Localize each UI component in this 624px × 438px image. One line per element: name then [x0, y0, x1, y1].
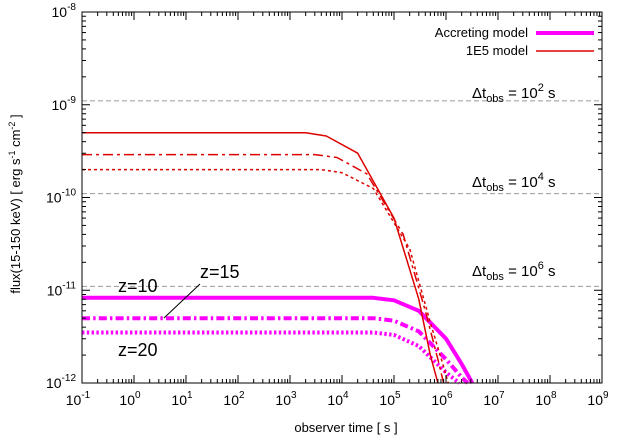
- threshold-label-1e4-base: Δt: [472, 174, 487, 191]
- series-accreting-z10: [82, 295, 475, 384]
- x-tick-base: 10: [431, 392, 447, 408]
- y-label-middle: cm: [8, 130, 23, 151]
- threshold-label-1e2-base: Δt: [472, 85, 487, 102]
- x-tick-base: 10: [535, 392, 551, 408]
- series-accreting-z20: [82, 330, 461, 385]
- y-axis-label: flux(15-150 keV) [ erg s-1 cm-2 ]: [7, 114, 23, 293]
- threshold-label-1e6-unit: s: [544, 263, 556, 280]
- y-label-sup2: -2: [7, 122, 17, 130]
- x-tick-exp: 4: [343, 390, 349, 401]
- threshold-label-1e4-sub: obs: [486, 182, 504, 194]
- x-tick-label: 103: [275, 390, 297, 408]
- annotation-z10: z=10: [118, 276, 158, 296]
- redshift-annotations: z=10 z=15 z=20: [118, 262, 240, 360]
- x-tick-exp: 9: [603, 390, 609, 401]
- x-tick-base: 10: [483, 392, 499, 408]
- y-tick-exp: -8: [67, 2, 76, 13]
- tick-labels: 10-1 100 101 102 103 104 105 106 107 108 10910-121…: [46, 2, 609, 408]
- y-tick-base: 10: [46, 190, 62, 206]
- threshold-label-1e2-eq: = 10: [504, 85, 538, 102]
- y-tick-exp: -12: [62, 373, 77, 384]
- x-tick-base: 10: [379, 392, 395, 408]
- threshold-label-1e6-eq: = 10: [504, 263, 538, 280]
- threshold-labels: Δtobs = 102 s Δtobs = 104 s Δtobs = 106 …: [472, 82, 556, 283]
- threshold-label-1e6-sub: obs: [486, 271, 504, 283]
- x-tick-base: 10: [587, 392, 603, 408]
- threshold-label-1e4-eq: = 10: [504, 174, 538, 191]
- series-1e5-z20: [82, 168, 449, 384]
- y-tick-base: 10: [47, 282, 63, 298]
- x-tick-base: 10: [171, 392, 187, 408]
- x-tick-label: 101: [171, 390, 193, 408]
- threshold-label-1e6: Δtobs = 106 s: [472, 260, 556, 283]
- y-tick-label: 10-8: [52, 2, 77, 20]
- threshold-label-1e2-sub: obs: [486, 93, 504, 105]
- x-tick-exp: 5: [395, 390, 401, 401]
- series-accreting-z15: [82, 316, 469, 385]
- x-tick-exp: 6: [447, 390, 453, 401]
- x-tick-base: 10: [119, 392, 135, 408]
- threshold-label-1e4-unit: s: [544, 174, 556, 191]
- threshold-label-1e4: Δtobs = 104 s: [472, 171, 556, 194]
- x-tick-label: 108: [535, 390, 557, 408]
- x-tick-exp: -1: [81, 390, 90, 401]
- x-tick-label: 106: [431, 390, 453, 408]
- x-tick-label: 10-1: [66, 390, 91, 408]
- y-tick-base: 10: [46, 375, 62, 391]
- y-tick-label: 10-11: [47, 280, 77, 298]
- threshold-lines: [82, 100, 602, 287]
- legend-label-accreting: Accreting model: [435, 25, 528, 40]
- x-tick-label: 100: [119, 390, 141, 408]
- y-label-prefix: flux(15-150 keV) [ erg s: [8, 158, 23, 294]
- x-tick-label: 109: [587, 390, 609, 408]
- y-tick-exp: -11: [62, 280, 76, 291]
- x-tick-exp: 1: [187, 390, 193, 401]
- plot-frame: [81, 11, 603, 384]
- y-label-sup1: -1: [7, 151, 17, 159]
- threshold-label-1e4-exp: 4: [538, 171, 544, 183]
- threshold-label-1e2-unit: s: [544, 85, 556, 102]
- legend: Accreting model 1E5 model: [435, 25, 594, 58]
- x-tick-base: 10: [223, 392, 239, 408]
- annotation-z15: z=15: [200, 262, 240, 282]
- y-label-suffix: ]: [8, 114, 23, 121]
- threshold-label-1e2-exp: 2: [538, 82, 544, 94]
- threshold-label-1e6-exp: 6: [538, 260, 544, 272]
- x-tick-exp: 7: [499, 390, 505, 401]
- x-tick-label: 102: [223, 390, 245, 408]
- x-tick-exp: 0: [135, 390, 141, 401]
- x-tick-base: 10: [66, 392, 82, 408]
- threshold-label-1e2: Δtobs = 102 s: [472, 82, 556, 105]
- y-tick-label: 10-12: [46, 373, 76, 391]
- series-1e5-z10: [82, 131, 439, 384]
- x-tick-label: 105: [379, 390, 401, 408]
- y-tick-exp: -10: [62, 188, 77, 199]
- annotation-z15-pointer: [163, 283, 201, 319]
- plot-border: [81, 11, 603, 384]
- series-lines: [82, 131, 475, 385]
- x-tick-label: 104: [327, 390, 349, 408]
- x-tick-base: 10: [327, 392, 343, 408]
- y-tick-label: 10-9: [52, 95, 77, 113]
- x-tick-exp: 8: [551, 390, 557, 401]
- y-tick-exp: -9: [67, 95, 76, 106]
- x-tick-base: 10: [275, 392, 291, 408]
- y-tick-base: 10: [52, 97, 68, 113]
- threshold-label-1e6-base: Δt: [472, 263, 487, 280]
- x-tick-exp: 2: [239, 390, 245, 401]
- x-tick-label: 107: [483, 390, 505, 408]
- legend-label-1e5: 1E5 model: [466, 43, 528, 58]
- y-tick-label: 10-10: [46, 188, 76, 206]
- x-tick-exp: 3: [291, 390, 297, 401]
- x-axis-label: observer time [ s ]: [294, 420, 397, 435]
- series-1e5-z15: [82, 153, 445, 384]
- annotation-z20: z=20: [118, 340, 158, 360]
- y-tick-base: 10: [52, 4, 68, 20]
